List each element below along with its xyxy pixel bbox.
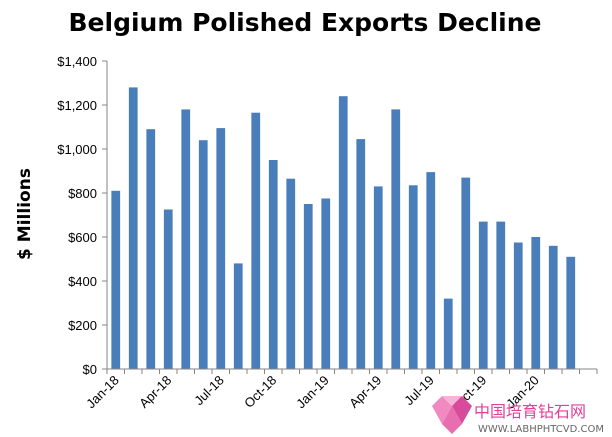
bar-may-18 — [181, 109, 191, 370]
bar-may-19 — [391, 109, 401, 370]
bar-aug-19 — [443, 298, 453, 369]
bar-jan-19 — [321, 198, 331, 369]
y-axis-label: $ Millions — [15, 168, 35, 260]
y-tick-label: $1,400 — [57, 54, 97, 69]
bar-apr-19 — [373, 186, 383, 369]
x-tick-label: Jan-18 — [83, 373, 122, 412]
x-tick-label: Jul-18 — [191, 373, 227, 409]
watermark-logo-icon — [432, 396, 472, 434]
watermark-url: WWW.LABHPHTCVD.COM — [478, 424, 604, 435]
bar-dec-18 — [303, 204, 313, 369]
bar-nov-19 — [496, 221, 506, 369]
x-tick-label: Jan-19 — [293, 373, 332, 412]
y-tick-label: $0 — [83, 362, 97, 377]
bar-nov-18 — [286, 178, 296, 369]
y-tick-label: $600 — [68, 230, 97, 245]
bar-jun-18 — [198, 140, 208, 369]
bar-feb-20 — [548, 245, 558, 369]
y-axis-ticks: $0 $200 $400 $600 $800 $1,000 $1,200 $1,400 — [57, 54, 107, 377]
bar-sep-19 — [461, 177, 471, 369]
watermark: 中国培育钻石网 WWW.LABHPHTCVD.COM — [432, 396, 604, 435]
watermark-text: 中国培育钻石网 — [474, 402, 586, 421]
bar-jun-19 — [408, 185, 418, 369]
bar-oct-19 — [478, 221, 488, 369]
bar-jul-18 — [216, 128, 226, 369]
bar-dec-19 — [513, 242, 523, 369]
bars-group — [111, 87, 576, 370]
y-tick-label: $200 — [68, 318, 97, 333]
bar-mar-20 — [566, 256, 576, 369]
bar-feb-19 — [338, 96, 348, 369]
x-tick-label: Apr-19 — [346, 373, 384, 411]
bar-oct-18 — [268, 160, 278, 369]
bar-jan-20 — [531, 237, 541, 369]
bar-feb-18 — [128, 87, 138, 370]
bar-mar-19 — [356, 139, 366, 369]
y-tick-label: $1,000 — [57, 142, 97, 157]
chart-title: Belgium Polished Exports Decline — [68, 8, 541, 37]
y-tick-label: $800 — [68, 186, 97, 201]
y-tick-label: $400 — [68, 274, 97, 289]
bar-jul-19 — [426, 172, 436, 369]
bar-aug-18 — [233, 263, 243, 369]
bar-mar-18 — [146, 129, 156, 369]
axes — [106, 61, 598, 374]
bar-jan-18 — [111, 190, 121, 369]
y-tick-label: $1,200 — [57, 98, 97, 113]
x-tick-label: Jul-19 — [401, 373, 437, 409]
x-tick-label: Apr-18 — [136, 373, 174, 411]
bar-apr-18 — [163, 209, 173, 369]
bar-sep-18 — [251, 112, 261, 369]
x-tick-label: Oct-18 — [241, 373, 279, 411]
